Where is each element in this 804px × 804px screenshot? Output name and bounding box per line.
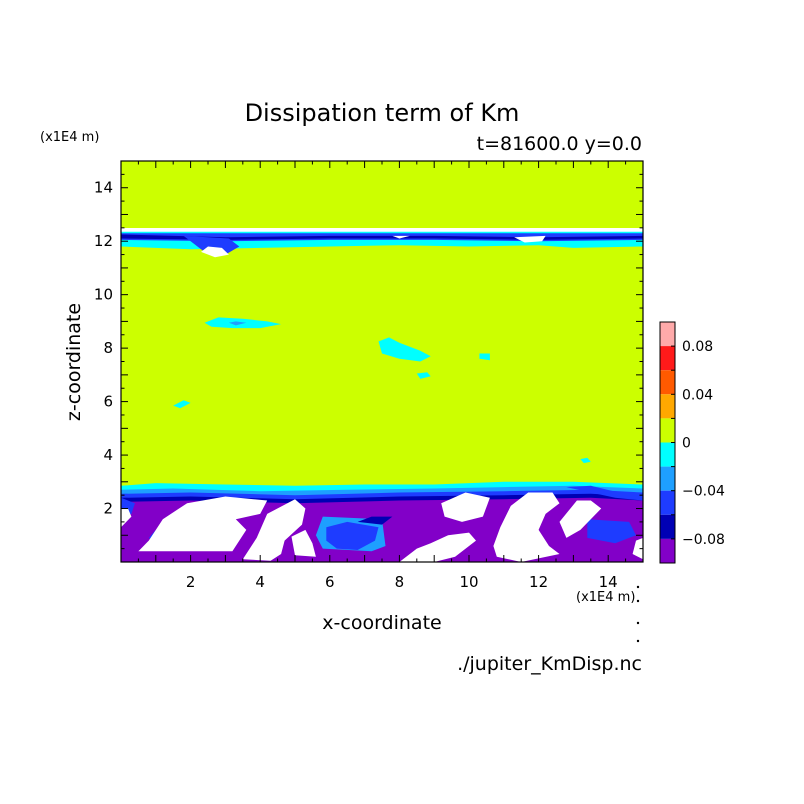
y-tick-label: 14 (94, 179, 113, 197)
x-tick-label: 4 (255, 573, 265, 591)
contour-region (173, 400, 191, 409)
plot-area: 2 4 6 8 10 12 14 2 4 6 8 10 12 14 (94, 160, 644, 591)
contour-region (416, 372, 431, 379)
contour-region (632, 537, 643, 560)
contour-region (566, 485, 643, 501)
y-axis-unit: (x1E4 m) (40, 130, 99, 145)
axis-ticks: 2 4 6 8 10 12 14 2 4 6 8 10 12 14 (94, 161, 643, 591)
y-tick-label: 6 (103, 393, 113, 411)
contour-region (493, 492, 560, 562)
contour-region (587, 519, 636, 544)
colorbar-swatch (660, 538, 675, 563)
x-axis-unit: (x1E4 m) (576, 590, 635, 605)
colorbar-swatch (660, 514, 675, 539)
contour-region (201, 246, 229, 258)
contour-region (392, 235, 410, 239)
contour-region (399, 532, 476, 562)
contour-region (514, 235, 546, 243)
colorbar-tick-label: 0.08 (682, 339, 713, 355)
colorbar-swatch (660, 346, 675, 371)
chart-subtitle: t=81600.0 y=0.0 (477, 133, 642, 155)
contour-region (441, 492, 490, 522)
colorbar-tick-label: −0.08 (682, 532, 725, 548)
contour-region (559, 500, 602, 538)
contour-region (580, 457, 591, 464)
chart-title: Dissipation term of Km (245, 99, 520, 127)
x-tick-label: 6 (325, 573, 335, 591)
x-axis-label: x-coordinate (322, 612, 441, 634)
colorbar-swatch (660, 490, 675, 515)
colorbar-swatch (660, 466, 675, 491)
colorbar: 0.08 0.04 0 −0.04 −0.08 (659, 321, 725, 564)
contour-region (378, 337, 431, 362)
colorbar-swatch (660, 394, 675, 419)
colorbar-tick-label: 0 (682, 436, 691, 452)
colorbar-tick-label: −0.04 (682, 484, 725, 500)
contour-region (121, 508, 132, 528)
source-file-label: ./jupiter_KmDisp.nc (457, 653, 642, 675)
contour-regions (121, 231, 643, 562)
contour-region (228, 321, 247, 326)
contour-region (183, 235, 240, 255)
x-tick-label: 2 (186, 573, 196, 591)
colorbar-swatch (660, 442, 675, 467)
colorbar-tick-label: 0.04 (682, 387, 713, 403)
x-tick-label: 14 (599, 573, 618, 591)
contour-region (242, 499, 306, 561)
y-tick-label: 10 (94, 286, 113, 304)
contour-region (138, 496, 268, 552)
x-tick-label: 12 (529, 573, 548, 591)
colorbar-swatch (660, 370, 675, 395)
y-axis-label: z-coordinate (63, 303, 85, 421)
colorbar-swatch (660, 418, 675, 443)
y-tick-label: 8 (103, 339, 113, 357)
marker-dots (636, 585, 640, 643)
y-tick-label: 2 (103, 500, 113, 518)
contour-region (326, 521, 379, 550)
contour-region (479, 353, 490, 361)
contour-region (291, 529, 316, 557)
x-tick-label: 8 (395, 573, 405, 591)
top-white-band (121, 228, 643, 232)
y-tick-label: 4 (103, 446, 113, 464)
contour-region (121, 234, 643, 240)
colorbar-swatch (660, 322, 675, 347)
y-tick-label: 12 (94, 232, 113, 250)
contour-region (357, 516, 393, 525)
x-tick-label: 10 (459, 573, 478, 591)
